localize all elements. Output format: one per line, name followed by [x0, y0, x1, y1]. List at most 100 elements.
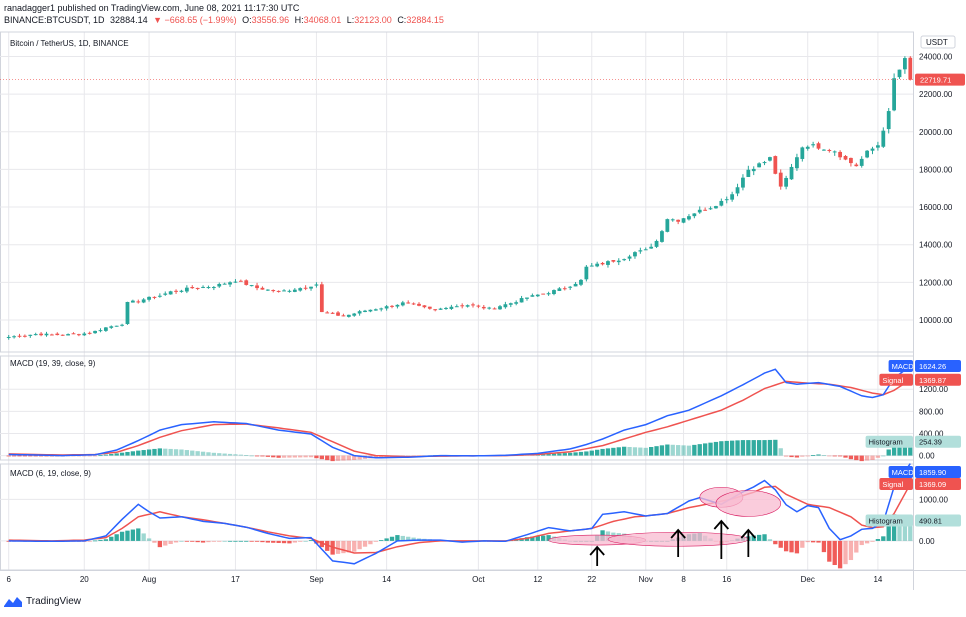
histogram-bar[interactable] — [11, 455, 17, 457]
macd-fast-pane[interactable] — [6, 463, 913, 569]
candle-body[interactable] — [832, 151, 837, 153]
candle-body[interactable] — [859, 158, 864, 166]
histogram-bar[interactable] — [38, 455, 44, 457]
histogram-bar[interactable] — [551, 453, 557, 456]
histogram-bar[interactable] — [184, 450, 190, 456]
candle-body[interactable] — [638, 250, 643, 252]
candle-body[interactable] — [368, 309, 373, 312]
candle-body[interactable] — [465, 305, 470, 307]
candle-body[interactable] — [44, 333, 49, 336]
candle-body[interactable] — [870, 148, 875, 151]
histogram-bar[interactable] — [756, 440, 762, 456]
candle-body[interactable] — [724, 199, 729, 201]
histogram-bar[interactable] — [756, 534, 762, 541]
histogram-bar[interactable] — [254, 455, 260, 457]
histogram-bar[interactable] — [859, 540, 864, 546]
histogram-bar[interactable] — [848, 455, 854, 460]
histogram-bar[interactable] — [411, 537, 416, 541]
histogram-bar[interactable] — [854, 455, 859, 461]
candle-body[interactable] — [422, 305, 427, 308]
histogram-bar[interactable] — [303, 455, 308, 458]
candle-body[interactable] — [514, 302, 519, 304]
histogram-bar[interactable] — [595, 449, 600, 456]
candle-body[interactable] — [573, 283, 578, 287]
histogram-bar[interactable] — [719, 441, 724, 456]
candle-body[interactable] — [622, 259, 627, 261]
candle-body[interactable] — [238, 280, 243, 282]
histogram-bar[interactable] — [746, 440, 751, 456]
candle-body[interactable] — [757, 163, 762, 168]
histogram-bar[interactable] — [352, 540, 357, 552]
candle-body[interactable] — [325, 312, 330, 314]
candle-body[interactable] — [546, 293, 551, 295]
candle-body[interactable] — [255, 285, 259, 289]
candle-body[interactable] — [427, 306, 432, 309]
candle-body[interactable] — [460, 305, 465, 307]
candle-body[interactable] — [811, 144, 816, 146]
candle-body[interactable] — [60, 334, 65, 336]
candle-body[interactable] — [530, 295, 535, 297]
histogram-bar[interactable] — [773, 540, 778, 545]
candle-body[interactable] — [778, 172, 783, 187]
histogram-bar[interactable] — [864, 455, 870, 461]
histogram-bar[interactable] — [568, 452, 573, 456]
histogram-bar[interactable] — [368, 540, 373, 545]
candle-body[interactable] — [141, 299, 146, 303]
histogram-bar[interactable] — [783, 540, 789, 552]
candle-body[interactable] — [206, 287, 211, 289]
histogram-bar[interactable] — [373, 540, 378, 542]
histogram-bar[interactable] — [697, 444, 702, 456]
histogram-bar[interactable] — [184, 540, 190, 542]
candle-body[interactable] — [541, 293, 546, 295]
histogram-bar[interactable] — [546, 535, 551, 541]
histogram-bar[interactable] — [195, 451, 200, 456]
histogram-bar[interactable] — [92, 455, 98, 457]
histogram-bar[interactable] — [130, 451, 136, 456]
histogram-bar[interactable] — [265, 540, 271, 543]
histogram-bar[interactable] — [535, 536, 540, 541]
candle-body[interactable] — [503, 304, 508, 308]
candle-body[interactable] — [211, 287, 216, 289]
histogram-bar[interactable] — [200, 451, 206, 456]
candle-body[interactable] — [260, 287, 265, 290]
histogram-bar[interactable] — [729, 440, 735, 456]
histogram-bar[interactable] — [675, 445, 681, 456]
candle-body[interactable] — [535, 294, 540, 297]
candle-body[interactable] — [584, 266, 589, 280]
histogram-bar[interactable] — [891, 514, 897, 541]
candle-body[interactable] — [71, 333, 76, 335]
histogram-bar[interactable] — [400, 535, 405, 541]
candle-body[interactable] — [222, 283, 227, 285]
histogram-bar[interactable] — [238, 540, 244, 542]
histogram-bar[interactable] — [119, 452, 125, 456]
candle-body[interactable] — [400, 302, 405, 306]
histogram-bar[interactable] — [648, 447, 654, 456]
histogram-bar[interactable] — [854, 540, 859, 553]
histogram-bar[interactable] — [281, 540, 287, 544]
histogram-bar[interactable] — [211, 452, 217, 456]
histogram-bar[interactable] — [886, 449, 891, 456]
histogram-bar[interactable] — [206, 452, 211, 456]
candle-body[interactable] — [633, 252, 637, 257]
candle-body[interactable] — [282, 290, 286, 292]
histogram-bar[interactable] — [335, 540, 341, 554]
candle-body[interactable] — [6, 336, 11, 338]
candle-body[interactable] — [508, 303, 513, 305]
candle-body[interactable] — [50, 334, 54, 336]
candle-body[interactable] — [152, 296, 157, 298]
histogram-bar[interactable] — [298, 540, 303, 542]
candle-body[interactable] — [82, 333, 87, 336]
candle-body[interactable] — [201, 286, 205, 288]
candle-body[interactable] — [217, 283, 222, 287]
candle-body[interactable] — [163, 293, 168, 295]
candle-body[interactable] — [908, 57, 913, 80]
candle-body[interactable] — [314, 284, 319, 286]
histogram-bar[interactable] — [843, 540, 848, 565]
histogram-bar[interactable] — [352, 455, 357, 460]
histogram-bar[interactable] — [17, 455, 22, 457]
histogram-bar[interactable] — [109, 536, 114, 541]
histogram-bar[interactable] — [875, 539, 881, 541]
candle-body[interactable] — [789, 166, 794, 180]
histogram-bar[interactable] — [794, 455, 800, 458]
histogram-bar[interactable] — [314, 455, 319, 459]
